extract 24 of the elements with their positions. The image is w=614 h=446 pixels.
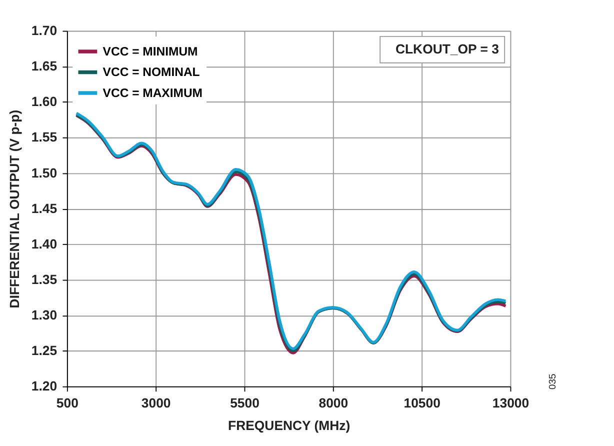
- x-tick-label: 8000: [318, 396, 348, 411]
- y-tick-label: 1.70: [31, 23, 58, 38]
- y-tick-label: 1.20: [31, 378, 58, 394]
- x-tick-label: 5500: [230, 396, 260, 411]
- text: 035: [546, 374, 558, 390]
- y-tick-label: 1.60: [31, 94, 58, 110]
- y-tick-label: 1.25: [31, 343, 58, 358]
- x-tick-label: 10500: [404, 396, 440, 411]
- y-tick-label: 1.55: [31, 130, 58, 145]
- y-tick-label: 1.65: [31, 58, 58, 74]
- x-tick-label: 500: [56, 396, 78, 411]
- y-tick-label: 1.35: [31, 272, 58, 287]
- y-tick-label: 1.45: [31, 200, 58, 216]
- legend-label: VCC = MAXIMUM: [102, 86, 203, 100]
- y-tick-label: 1.40: [31, 236, 58, 252]
- y-tick-label: 1.50: [31, 165, 58, 180]
- legend-label: VCC = NOMINAL: [102, 65, 200, 80]
- legend-label: VCC = MINIMUM: [102, 44, 198, 58]
- y-axis-title: DIFFERENTIAL OUTPUT (V p-p): [7, 110, 22, 308]
- x-axis-title: FREQUENCY (MHz): [228, 418, 350, 434]
- x-tick-label: 13000: [492, 396, 530, 411]
- annotation: CLKOUT_OP = 3: [395, 41, 499, 56]
- y-tick-label: 1.30: [31, 307, 58, 322]
- x-tick-label: 3000: [141, 396, 171, 411]
